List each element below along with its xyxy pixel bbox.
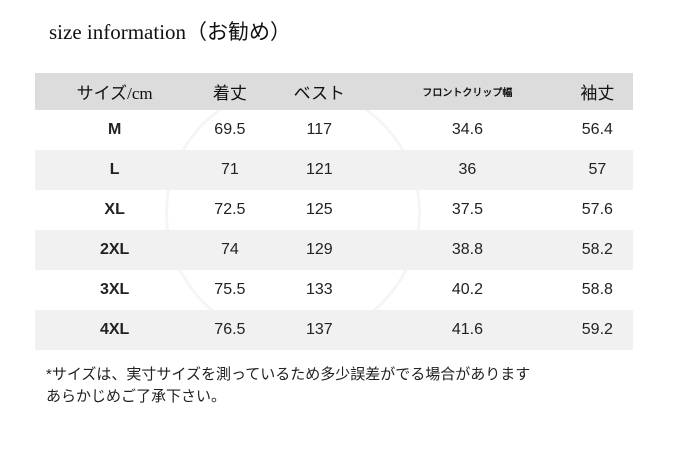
value-cell: 133 <box>305 281 333 298</box>
watermark-logo <box>165 85 421 341</box>
table-row: 2XL 74 129 38.8 58.2 <box>35 230 633 270</box>
value-cell: 72.5 <box>214 201 246 218</box>
value-cell: 38.8 <box>451 241 483 258</box>
table-row: 4XL 76.5 137 41.6 59.2 <box>35 310 633 350</box>
size-cell: M <box>107 121 122 138</box>
value-cell: 40.2 <box>451 281 483 298</box>
value-cell: 57 <box>588 161 607 178</box>
size-cell: XL <box>104 201 125 218</box>
page-title: size information（お勧め） <box>49 20 292 44</box>
size-cell: L <box>109 161 120 178</box>
table-row: 3XL 75.5 133 40.2 58.8 <box>35 270 633 310</box>
value-cell: 71 <box>220 161 239 178</box>
value-cell: 37.5 <box>451 201 483 218</box>
value-cell: 117 <box>306 121 333 138</box>
value-cell: 36 <box>458 161 477 178</box>
value-cell: 125 <box>305 201 333 218</box>
header-chest: ベスト <box>293 84 345 103</box>
value-cell: 58.8 <box>581 281 613 298</box>
table-row: XL 72.5 125 37.5 57.6 <box>35 190 633 230</box>
value-cell: 75.5 <box>214 281 246 298</box>
value-cell: 56.4 <box>581 121 613 138</box>
value-cell: 41.6 <box>451 321 483 338</box>
size-cell: 4XL <box>99 321 130 338</box>
size-cell: 3XL <box>99 281 130 298</box>
value-cell: 121 <box>305 161 333 178</box>
size-cell: 2XL <box>99 241 130 258</box>
value-cell: 34.6 <box>451 121 483 138</box>
size-table: サイズ/cm 着丈 ベスト フロントクリップ幅 袖丈 M 69.5 117 34.6 5… <box>35 73 633 350</box>
header-front-width: フロントクリップ幅 <box>422 88 513 99</box>
header-sleeve: 袖丈 <box>580 84 615 103</box>
value-cell: 57.6 <box>581 201 613 218</box>
value-cell: 58.2 <box>581 241 613 258</box>
header-length: 着丈 <box>212 84 247 103</box>
table-header-row: サイズ/cm 着丈 ベスト フロントクリップ幅 袖丈 <box>35 73 633 110</box>
value-cell: 69.5 <box>214 121 246 138</box>
value-cell: 74 <box>220 241 239 258</box>
value-cell: 59.2 <box>581 321 613 338</box>
table-row: M 69.5 117 34.6 56.4 <box>35 110 633 150</box>
note-line-2: あらかじめご了承下さい。 <box>46 388 227 405</box>
value-cell: 76.5 <box>214 321 246 338</box>
header-size: サイズ/cm <box>76 84 153 103</box>
value-cell: 129 <box>305 241 333 258</box>
note-line-1: *サイズは、実寸サイズを測っているため多少誤差がでる場合があります <box>46 366 531 383</box>
table-row: L 71 121 36 57 <box>35 150 633 190</box>
size-note: *サイズは、実寸サイズを測っているため多少誤差がでる場合があります あらかじめご… <box>46 364 530 408</box>
value-cell: 137 <box>305 321 333 338</box>
